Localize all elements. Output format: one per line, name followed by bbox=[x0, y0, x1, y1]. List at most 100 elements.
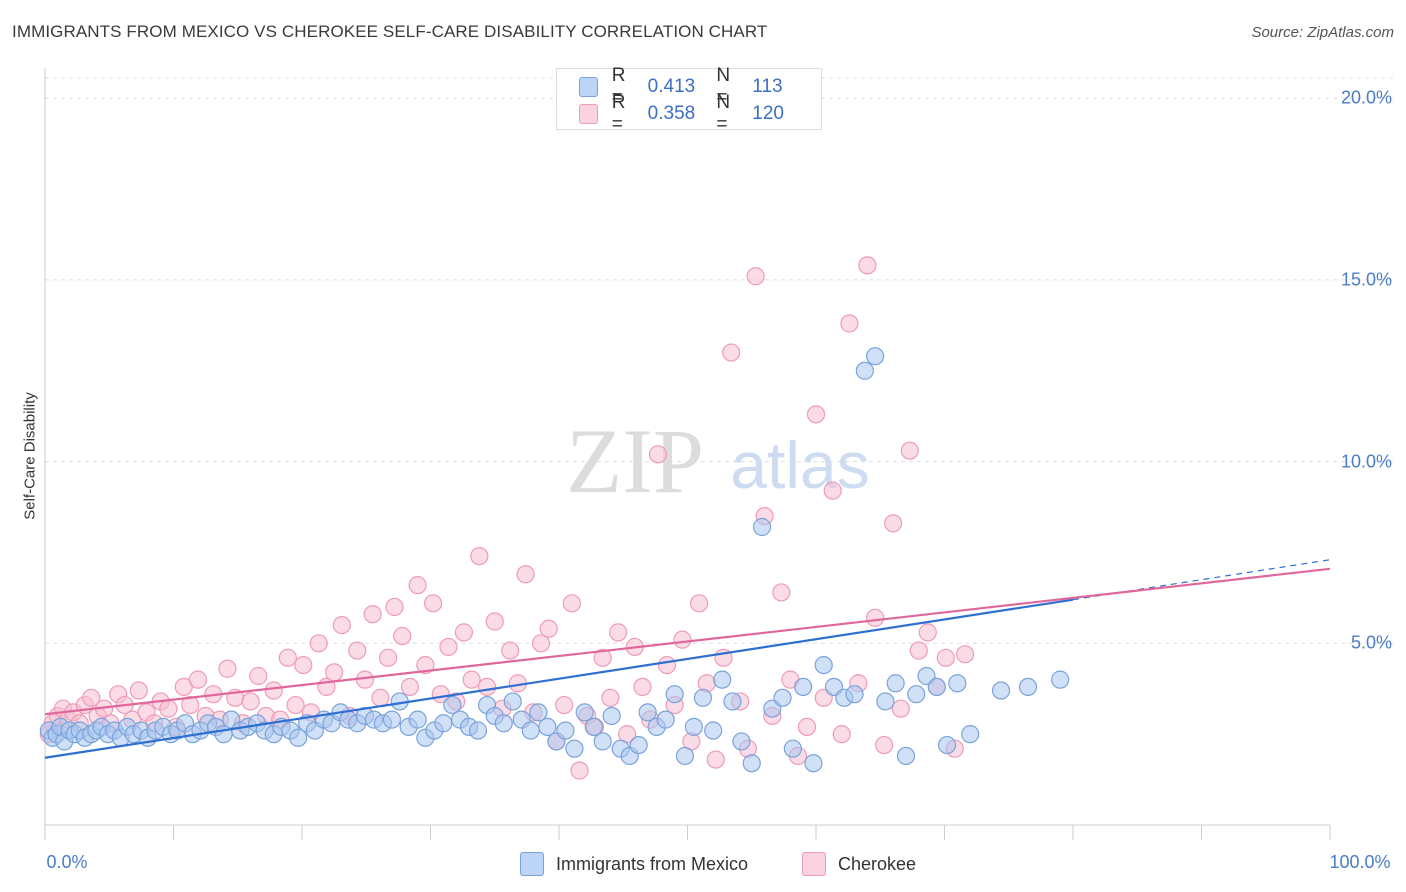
cherokee-point bbox=[408, 576, 427, 595]
cherokee-point bbox=[393, 626, 412, 646]
cherokee-point bbox=[264, 681, 283, 700]
axes bbox=[44, 68, 1331, 840]
mexico-point bbox=[602, 706, 621, 726]
cherokee-point bbox=[657, 655, 677, 675]
watermark-atlas: atlas bbox=[730, 428, 869, 502]
x-tick-label-max: 100.0% bbox=[1329, 852, 1391, 872]
cherokee-point bbox=[278, 648, 297, 667]
legend-row-cherokee: R = 0.358 N = 120 bbox=[579, 92, 821, 135]
mexico-point bbox=[382, 710, 402, 729]
cherokee-point bbox=[286, 695, 305, 715]
mexico-point bbox=[783, 739, 802, 758]
mexico-point bbox=[521, 721, 540, 740]
cherokee-point bbox=[555, 695, 574, 715]
cherokee-point bbox=[601, 688, 620, 707]
legend-r-value: 0.413 bbox=[647, 76, 696, 97]
cherokee-point bbox=[218, 659, 237, 678]
mexico-point bbox=[907, 685, 926, 704]
legend-r-value: 0.358 bbox=[647, 103, 696, 124]
cherokee-point bbox=[423, 594, 443, 613]
cherokee-point bbox=[900, 441, 919, 460]
mexico-point bbox=[565, 739, 584, 758]
mexico-point bbox=[468, 721, 488, 740]
watermark-zip: ZIP bbox=[566, 410, 704, 512]
cherokee-point bbox=[832, 725, 851, 744]
cherokee-point bbox=[936, 648, 955, 667]
legend: R = 0.413 N = 113 R = 0.358 N = 120 bbox=[556, 65, 822, 135]
cherokee-point bbox=[858, 256, 877, 275]
cherokee-point bbox=[866, 608, 885, 627]
cherokee-point bbox=[82, 688, 101, 707]
bottom-legend-swatch-cherokee bbox=[802, 852, 826, 876]
mexico-point bbox=[1018, 677, 1038, 697]
mexico-point bbox=[503, 692, 522, 711]
cherokee-point bbox=[159, 699, 178, 718]
mexico-point bbox=[927, 677, 946, 697]
mexico-point bbox=[443, 695, 462, 715]
mexico-point bbox=[675, 746, 695, 766]
mexico-point bbox=[593, 732, 612, 751]
cherokee-point bbox=[539, 619, 558, 638]
mexico-point bbox=[684, 717, 704, 736]
cherokee-point bbox=[188, 670, 208, 689]
mexico-point bbox=[704, 721, 723, 740]
mexico-point bbox=[665, 685, 684, 704]
mexico-point bbox=[289, 728, 308, 747]
bottom-legend-cherokee: Cherokee bbox=[802, 852, 916, 876]
cherokee-point bbox=[348, 641, 367, 660]
cherokee-point bbox=[593, 648, 612, 667]
mexico-point bbox=[752, 517, 772, 537]
cherokee-point bbox=[477, 677, 497, 697]
bottom-legend-label-mexico: Immigrants from Mexico bbox=[556, 853, 749, 874]
cherokee-point bbox=[531, 634, 551, 653]
mexico-point bbox=[814, 655, 833, 675]
mexico-point bbox=[434, 714, 453, 733]
mexico-point bbox=[991, 681, 1011, 700]
cherokee-point bbox=[174, 677, 193, 697]
cherokee-point bbox=[294, 655, 313, 675]
mexico-point bbox=[961, 725, 980, 744]
cherokee-point bbox=[454, 623, 474, 642]
bottom-legend-swatch-mexico bbox=[520, 852, 544, 876]
mexico-point bbox=[1051, 670, 1070, 689]
cherokee-point bbox=[439, 637, 458, 657]
cherokee-point bbox=[797, 717, 817, 736]
mexico-point bbox=[629, 735, 648, 755]
cherokee-trend-line bbox=[44, 567, 1331, 716]
cherokee-point bbox=[309, 634, 328, 653]
y-tick-label: 15.0% bbox=[1340, 269, 1392, 290]
mexico-point bbox=[948, 674, 967, 693]
trend-lines bbox=[44, 559, 1331, 759]
legend-swatch-cherokee bbox=[579, 104, 598, 124]
cherokee-point bbox=[129, 681, 148, 700]
y-tick-label: 20.0% bbox=[1340, 87, 1392, 108]
mexico-point bbox=[876, 692, 895, 711]
cherokee-point bbox=[891, 699, 910, 718]
cherokee-point bbox=[181, 695, 200, 715]
cherokee-point bbox=[722, 343, 741, 362]
bottom-legend-mexico: Immigrants from Mexico bbox=[520, 852, 748, 876]
mexico-point bbox=[937, 735, 957, 755]
cherokee-point bbox=[909, 641, 928, 660]
cherokee-point bbox=[633, 677, 652, 697]
cherokee-point bbox=[416, 655, 435, 675]
cherokee-point bbox=[746, 267, 765, 286]
cherokee-point bbox=[673, 630, 692, 649]
mexico-point bbox=[732, 732, 751, 751]
mexico-point bbox=[656, 710, 675, 729]
cherokee-point bbox=[840, 314, 859, 333]
mexico-point bbox=[773, 688, 792, 707]
cherokee-point bbox=[470, 546, 489, 566]
mexico-point bbox=[845, 685, 864, 704]
cherokee-point bbox=[400, 677, 420, 697]
mexico-point bbox=[713, 670, 732, 689]
cherokee-point bbox=[462, 670, 481, 689]
cherokee-point bbox=[378, 648, 398, 667]
cherokee-point bbox=[516, 565, 535, 584]
mexico-point bbox=[638, 703, 657, 722]
cherokee-point bbox=[570, 761, 589, 780]
cherokee-point bbox=[706, 750, 725, 769]
cherokee-point bbox=[609, 623, 628, 642]
cherokee-point bbox=[806, 405, 826, 424]
